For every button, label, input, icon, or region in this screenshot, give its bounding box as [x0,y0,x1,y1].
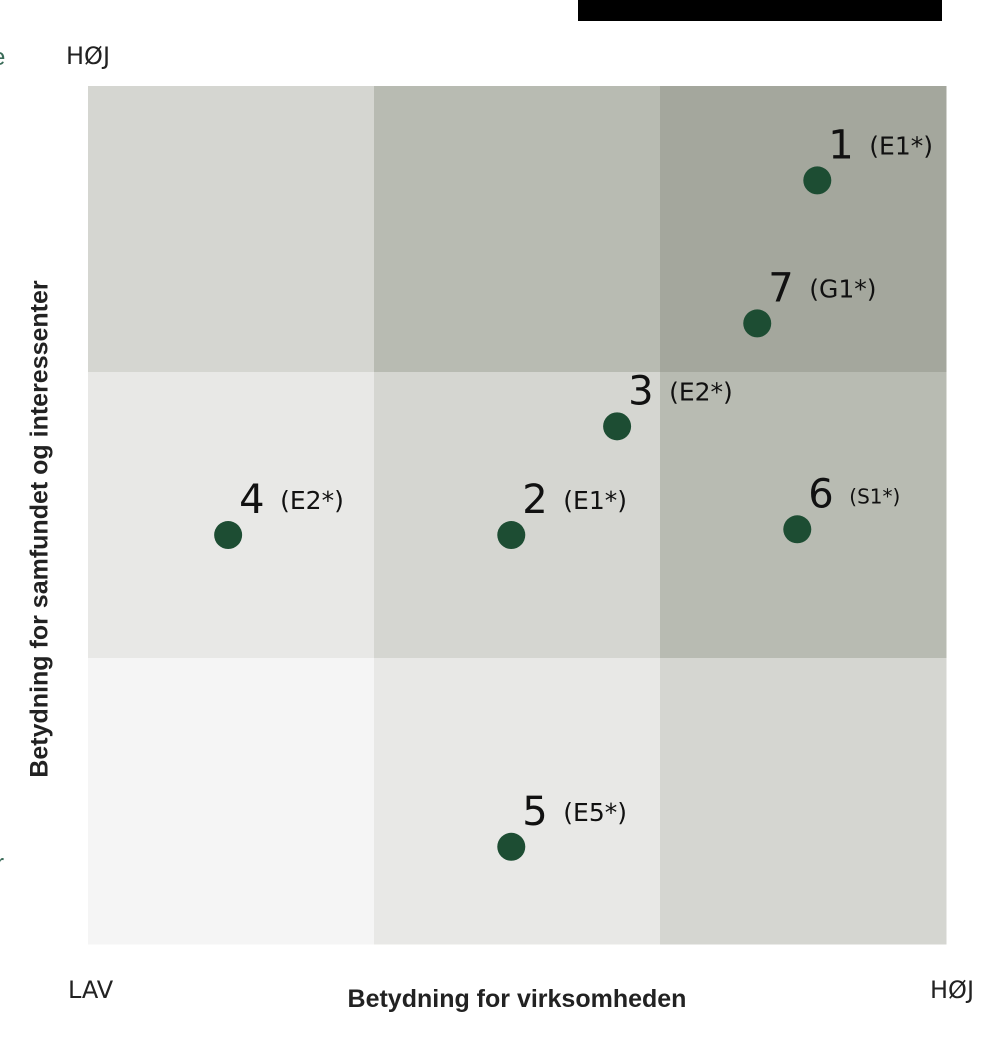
matrix-point-7: 7 (G1*) [743,265,877,338]
edge-text-fragment-top: e [0,44,5,72]
matrix-cell-r0-c0 [88,86,375,373]
matrix-cell-r0-c1 [374,86,661,373]
matrix-points: 1 (E1*) 7 (G1*) 3 (E2*) 4 (E2*) 2 (E1*) 6 (S1*) 5 (E5… [214,122,933,861]
point-number-4: 4 [239,477,264,523]
top-black-bar [578,0,942,21]
point-number-1: 1 [828,122,853,168]
point-marker-2 [497,521,526,550]
matrix-point-4: 4 (E2*) [214,477,344,550]
point-marker-7 [743,309,772,338]
x-axis-high-label: HØJ [930,976,975,1004]
matrix-cell-r0-c2 [660,86,947,373]
matrix-cells [88,86,947,945]
matrix-point-5: 5 (E5*) [497,789,627,861]
matrix-cell-r2-c2 [660,658,947,945]
point-number-7: 7 [768,265,793,311]
y-axis-high-label: HØJ [66,42,111,70]
matrix-cell-r1-c2 [660,372,947,659]
matrix-point-2: 2 (E1*) [497,477,627,550]
point-code-5: (E5*) [563,798,627,827]
point-code-3: (E2*) [669,377,733,406]
point-code-4: (E2*) [280,486,344,515]
y-axis-title: Betydning for samfundet og interessenter [25,280,54,778]
edge-text-fragment-bottom: r [0,850,4,878]
point-marker-1 [803,166,832,195]
point-marker-3 [603,412,632,441]
x-axis-low-label: LAV [68,976,114,1004]
point-code-2: (E1*) [563,486,627,515]
point-marker-4 [214,521,243,550]
point-code-7: (G1*) [809,274,876,303]
point-number-5: 5 [522,789,547,835]
point-code-6: (S1*) [849,484,900,508]
point-number-2: 2 [522,477,547,523]
matrix-point-3: 3 (E2*) [603,368,733,441]
matrix-cell-r2-c1 [374,658,661,945]
x-axis-title: Betydning for virksomheden [347,985,687,1013]
matrix-cell-r1-c0 [88,372,375,659]
point-number-3: 3 [628,368,653,414]
matrix-point-1: 1 (E1*) [803,122,933,195]
matrix-point-6: 6 (S1*) [783,471,900,544]
matrix-cell-r2-c0 [88,658,375,945]
point-number-6: 6 [808,471,833,517]
point-marker-5 [497,832,526,861]
point-code-1: (E1*) [869,131,933,160]
point-marker-6 [783,515,812,544]
